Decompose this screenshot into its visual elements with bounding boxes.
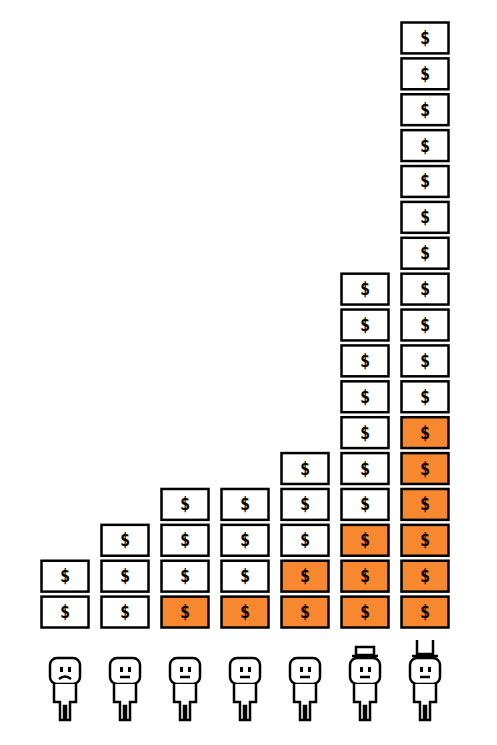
svg-text:$: $: [180, 602, 190, 622]
svg-text:$: $: [300, 459, 310, 479]
svg-text:$: $: [420, 566, 430, 586]
svg-text:$: $: [120, 566, 130, 586]
svg-text:$: $: [360, 530, 370, 550]
svg-text:$: $: [60, 602, 70, 622]
svg-text:$: $: [240, 602, 250, 622]
svg-text:$: $: [360, 602, 370, 622]
svg-text:$: $: [420, 387, 430, 407]
svg-text:$: $: [180, 530, 190, 550]
svg-text:$: $: [420, 100, 430, 120]
svg-text:$: $: [360, 494, 370, 514]
svg-text:$: $: [420, 459, 430, 479]
svg-text:$: $: [420, 243, 430, 263]
svg-text:$: $: [360, 315, 370, 335]
svg-text:$: $: [420, 171, 430, 191]
svg-text:$: $: [120, 530, 130, 550]
svg-text:$: $: [420, 28, 430, 48]
svg-text:$: $: [420, 136, 430, 156]
svg-text:$: $: [360, 566, 370, 586]
svg-text:$: $: [420, 423, 430, 443]
svg-text:$: $: [360, 351, 370, 371]
svg-text:$: $: [420, 602, 430, 622]
svg-text:$: $: [420, 530, 430, 550]
svg-text:$: $: [240, 530, 250, 550]
svg-text:$: $: [240, 494, 250, 514]
svg-text:$: $: [120, 602, 130, 622]
svg-text:$: $: [420, 315, 430, 335]
svg-text:$: $: [360, 423, 370, 443]
svg-text:$: $: [420, 494, 430, 514]
svg-text:$: $: [300, 530, 310, 550]
svg-text:$: $: [360, 387, 370, 407]
svg-text:$: $: [360, 459, 370, 479]
svg-text:$: $: [360, 279, 370, 299]
svg-text:$: $: [300, 566, 310, 586]
svg-text:$: $: [60, 566, 70, 586]
svg-text:$: $: [180, 494, 190, 514]
svg-text:$: $: [420, 279, 430, 299]
svg-text:$: $: [420, 351, 430, 371]
svg-text:$: $: [300, 494, 310, 514]
svg-text:$: $: [300, 602, 310, 622]
svg-text:$: $: [240, 566, 250, 586]
svg-text:$: $: [420, 64, 430, 84]
svg-text:$: $: [180, 566, 190, 586]
svg-text:$: $: [420, 207, 430, 227]
